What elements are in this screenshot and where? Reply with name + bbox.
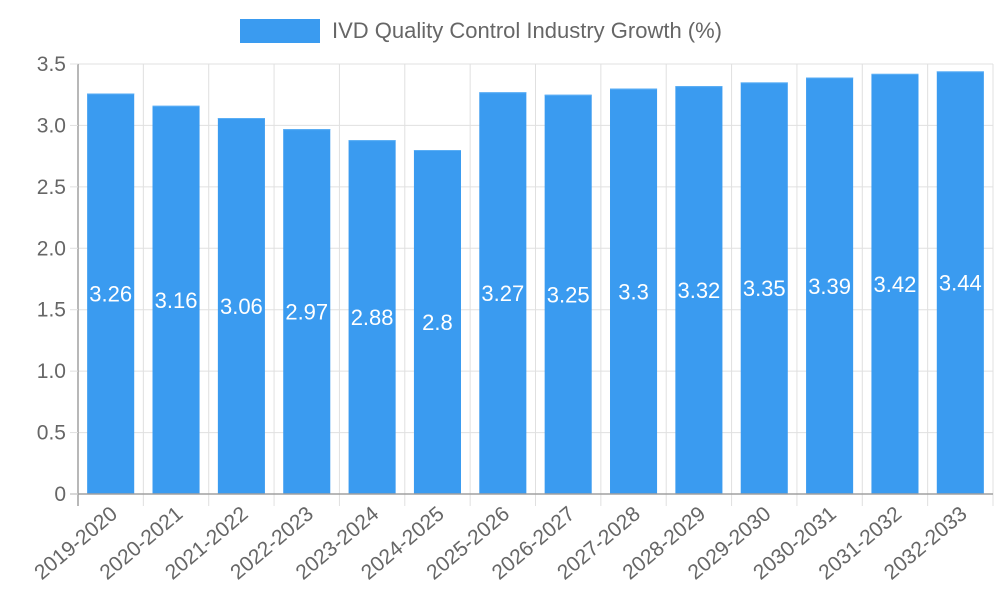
bar (871, 73, 919, 494)
legend[interactable]: IVD Quality Control Industry Growth (%) (240, 17, 722, 45)
data-label: 3.35 (743, 276, 786, 301)
bar (479, 92, 527, 494)
data-label: 3.26 (89, 282, 132, 307)
data-label: 3.44 (939, 271, 982, 296)
bar (806, 77, 854, 494)
data-label: 2.8 (422, 310, 453, 335)
y-tick-label: 3.0 (37, 114, 66, 137)
bar (87, 93, 135, 494)
grid-lines (78, 63, 994, 506)
bar (413, 150, 461, 494)
data-label: 3.39 (808, 274, 851, 299)
bar (217, 118, 265, 495)
y-tick-label: 2.0 (37, 237, 66, 260)
data-label: 3.32 (677, 278, 720, 303)
bar (740, 82, 788, 494)
bar (610, 88, 658, 495)
data-label: 3.3 (618, 279, 649, 304)
y-tick-label: 0.5 (37, 422, 66, 445)
data-label: 3.42 (874, 272, 917, 297)
legend-label: IVD Quality Control Industry Growth (%) (332, 18, 723, 43)
bar (283, 129, 331, 494)
y-tick-label: 3.5 (37, 53, 66, 76)
bars (87, 71, 984, 495)
data-label: 3.27 (481, 281, 524, 306)
y-tick-label: 0 (54, 483, 66, 506)
data-label: 2.97 (285, 300, 328, 325)
data-label: 3.25 (547, 282, 590, 307)
data-label: 3.16 (155, 288, 198, 313)
data-label: 2.88 (351, 305, 394, 330)
y-tick-label: 1.5 (37, 299, 66, 322)
bar (544, 94, 592, 494)
bar (675, 86, 723, 494)
bar (348, 140, 396, 494)
y-tick-label: 1.0 (37, 360, 66, 383)
x-axis-ticks: 2019-20202020-20212021-20222022-20232023… (30, 502, 971, 584)
data-labels: 3.26 3.16 3.06 2.97 2.88 2.8 3.27 3.25 3.3 3.32 3.… (89, 271, 981, 335)
legend-swatch (240, 19, 320, 43)
y-tick-label: 2.5 (37, 176, 66, 199)
bar (936, 71, 984, 494)
y-axis-ticks: 0 0.5 1.0 1.5 2.0 2.5 3.0 3.5 (37, 53, 78, 506)
bar (152, 105, 200, 495)
data-label: 3.06 (220, 294, 263, 319)
